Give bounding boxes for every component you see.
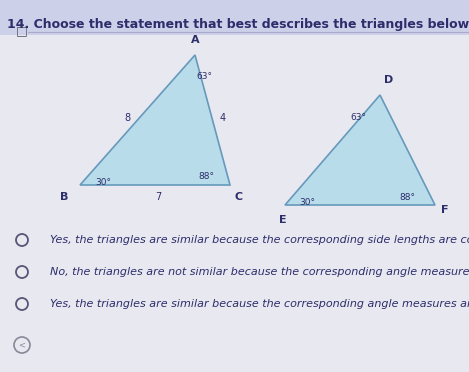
- Text: 63°: 63°: [350, 113, 366, 122]
- Text: 88°: 88°: [198, 172, 214, 181]
- Text: 8: 8: [124, 113, 130, 123]
- Text: 30°: 30°: [95, 178, 111, 187]
- Text: Yes, the triangles are similar because the corresponding side lengths are congru: Yes, the triangles are similar because t…: [50, 235, 469, 245]
- Text: 14. Choose the statement that best describes the triangles below.: 14. Choose the statement that best descr…: [7, 18, 469, 31]
- Text: Yes, the triangles are similar because the corresponding angle measures are cong: Yes, the triangles are similar because t…: [50, 299, 469, 309]
- Polygon shape: [80, 55, 230, 185]
- Text: 7: 7: [155, 192, 161, 202]
- FancyBboxPatch shape: [0, 0, 469, 35]
- Text: B: B: [60, 192, 68, 202]
- Text: No, the triangles are not similar because the corresponding angle measures are n: No, the triangles are not similar becaus…: [50, 267, 469, 277]
- Text: F: F: [441, 205, 448, 215]
- Text: E: E: [279, 215, 287, 225]
- Text: 4: 4: [220, 113, 226, 123]
- Text: □: □: [16, 24, 28, 37]
- Polygon shape: [285, 95, 435, 205]
- Text: <: <: [18, 340, 25, 350]
- Text: D: D: [384, 75, 393, 85]
- Text: 63°: 63°: [196, 72, 212, 81]
- Text: 88°: 88°: [399, 193, 415, 202]
- Text: A: A: [191, 35, 199, 45]
- Text: 30°: 30°: [299, 198, 315, 207]
- Text: C: C: [234, 192, 242, 202]
